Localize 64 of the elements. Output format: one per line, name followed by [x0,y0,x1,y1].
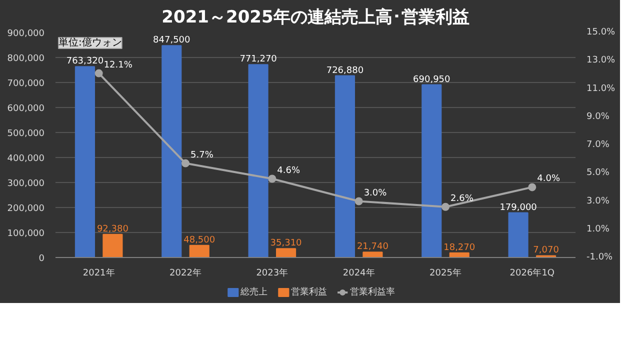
point [528,183,536,192]
data-label: 726,880 [326,66,364,76]
bar [162,45,182,258]
bar [74,66,95,258]
x-tick-label: 2021年 [82,268,115,278]
data-label: 690,950 [413,74,451,85]
y-tick-label: 600,000 [7,104,45,114]
y-tick-label: 200,000 [7,204,45,214]
data-label: 21,740 [356,242,389,252]
data-label: 4.6% [277,166,300,176]
x-tick-label: 2026年1Q [510,268,555,278]
y-tick-label: 800,000 [7,54,45,64]
data-label: 18,270 [444,242,476,253]
legend-label: 総売上 [240,286,268,298]
x-tick-label: 2024年 [342,268,375,278]
bar [276,248,296,258]
bar [362,252,383,258]
y-tick-label: 300,000 [7,179,45,189]
y2-tick-label: 3.0% [586,196,610,206]
y2-tick-label: 7.0% [586,140,610,150]
data-label: 763,320 [66,56,104,67]
x-tick-label: 2025年 [430,268,462,278]
y-tick-label: 100,000 [7,229,45,239]
x-tick-label: 2023年 [256,268,288,278]
data-label: 12.1% [104,60,133,70]
y2-tick-label: -1.0% [586,252,614,262]
data-label: 48,500 [184,235,216,246]
y-tick-label: 700,000 [7,79,45,89]
y-tick-label: 500,000 [7,129,45,139]
annotation: 単位:億ウォン [58,36,122,48]
x-tick-label: 2022年 [170,268,202,278]
legend-label: 営業利益 [291,286,328,298]
data-label: 92,380 [96,224,129,234]
bar [508,212,528,258]
bar [189,244,210,258]
bar [334,75,355,258]
y-tick-label: 400,000 [7,154,45,164]
y-tick-label: 900,000 [7,29,45,39]
bar [422,84,442,258]
point [442,202,450,211]
y2-tick-label: 5.0% [586,168,610,178]
data-label: 179,000 [500,202,538,213]
legend-label: 営業利益率 [350,286,396,298]
data-label: 2.6% [450,194,474,204]
chart-title: 2021～2025年の連結売上高･営業利益 [162,8,470,28]
y-tick-label: 0 [38,254,45,264]
data-label: 5.7% [190,150,214,160]
data-label: 7,070 [533,246,560,256]
bar [248,64,268,258]
data-label: 771,270 [240,54,278,65]
point [354,197,363,206]
y2-tick-label: 11.0% [586,84,616,94]
data-label: 35,310 [270,238,302,249]
point [94,69,103,78]
y2-tick-label: 15.0% [586,28,616,38]
y2-tick-label: 9.0% [586,112,610,122]
data-label: 847,500 [153,36,191,46]
point [268,174,276,183]
y2-tick-label: 13.0% [586,56,616,66]
data-label: 4.0% [537,174,560,184]
y2-tick-label: 1.0% [586,224,610,234]
point [182,159,190,168]
bar [102,234,123,258]
data-label: 3.0% [364,188,388,198]
